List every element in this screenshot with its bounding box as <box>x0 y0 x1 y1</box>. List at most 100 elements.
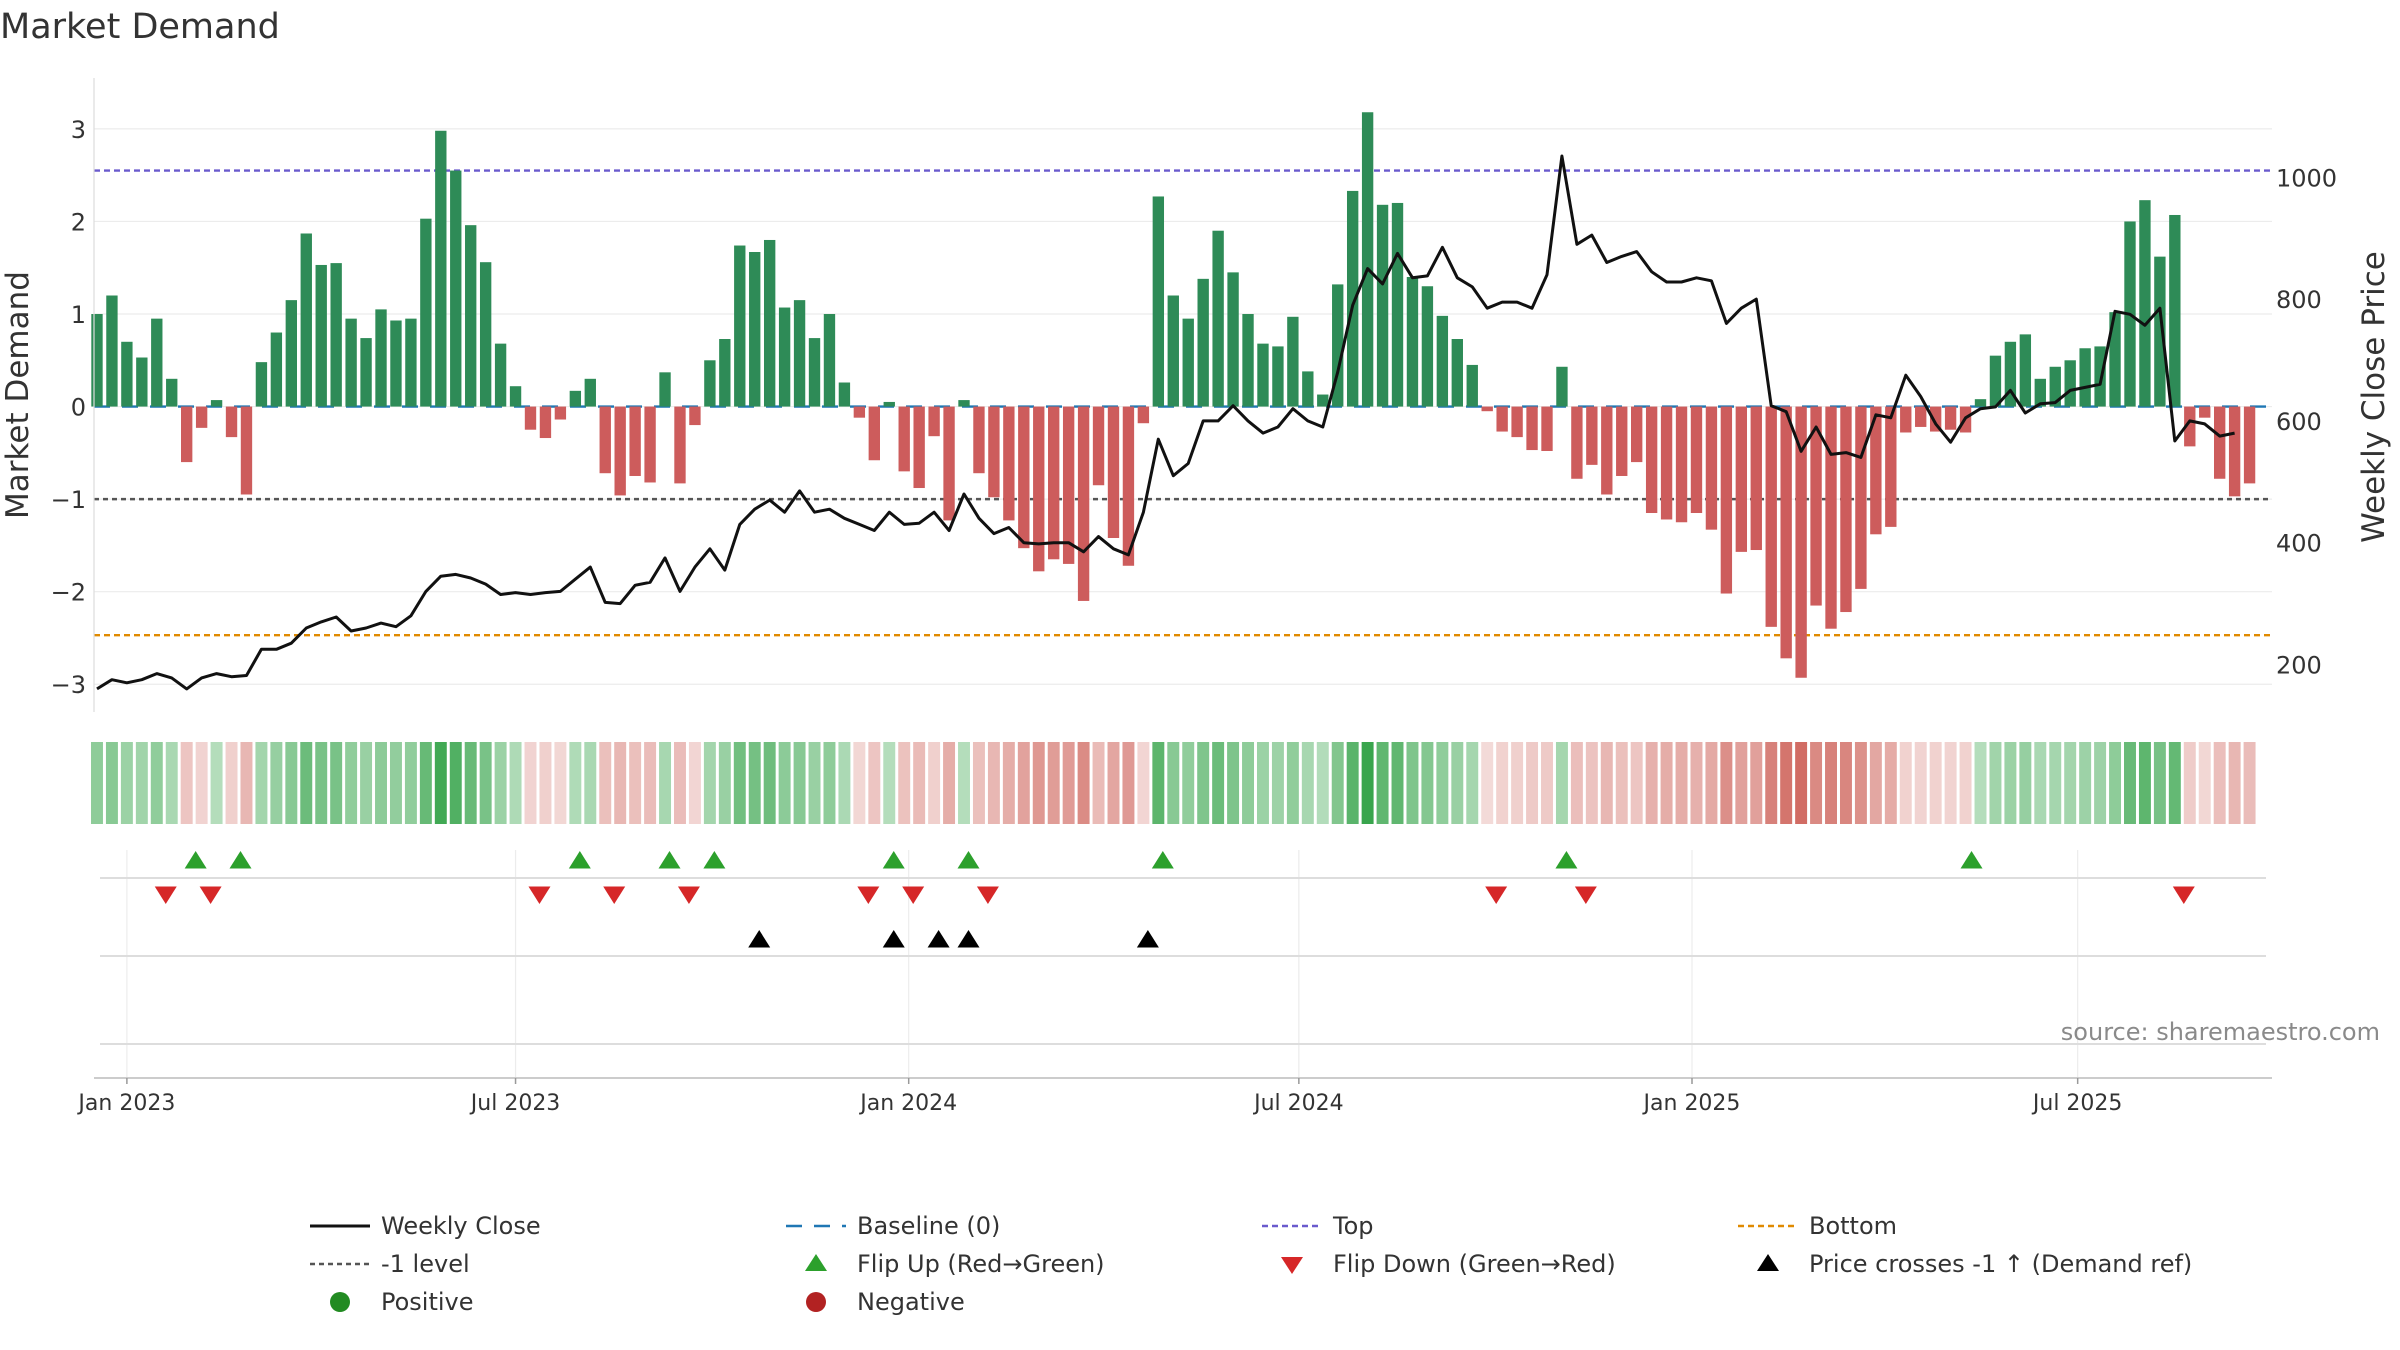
demand-bar <box>569 390 582 407</box>
demand-bar <box>1152 196 1165 407</box>
demand-bar <box>793 300 806 407</box>
demand-bar <box>1765 406 1777 627</box>
heat-cell <box>1032 742 1045 824</box>
demand-bar <box>1466 364 1478 407</box>
x-tick-label: Jul 2025 <box>2031 1091 2123 1116</box>
heat-cell <box>733 742 746 824</box>
heat-cell <box>1615 742 1628 824</box>
demand-bar <box>375 309 387 407</box>
heat-cell <box>180 742 193 824</box>
demand-bar <box>1242 314 1254 407</box>
heat-cell <box>554 742 567 824</box>
weekly-close-line-layer <box>96 154 2235 691</box>
demand-bar <box>1526 406 1538 451</box>
demand-bar <box>1541 406 1553 451</box>
heat-cell <box>2183 742 2196 824</box>
heat-cell <box>404 742 417 824</box>
demand-bar <box>1317 394 1329 407</box>
axes: 3 2 1 0 −1 −2 −3 200 400 600 800 1000 Jan 2023 Jul 20… <box>51 78 2337 1116</box>
demand-bar <box>584 378 596 407</box>
heat-cell <box>1959 742 1972 824</box>
y-tick-label: −3 <box>51 671 86 699</box>
heat-cell <box>1466 742 1479 824</box>
demand-bar <box>1137 406 1150 424</box>
heat-cell <box>2138 742 2151 824</box>
heat-cell <box>1974 742 1987 824</box>
heat-cell <box>1182 742 1195 824</box>
flip-down-marker <box>857 886 880 904</box>
flip-down-marker <box>902 886 925 904</box>
demand-bar <box>509 386 522 407</box>
heat-cell <box>1541 742 1553 824</box>
demand-bar <box>300 233 312 407</box>
flip-down-marker <box>154 886 177 904</box>
heat-cell <box>389 742 402 824</box>
y2-tick-label: 600 <box>2276 408 2322 436</box>
heat-cell <box>778 742 791 824</box>
heat-cell <box>1750 742 1763 824</box>
flip-down-marker <box>603 886 626 904</box>
demand-bar <box>1302 371 1314 407</box>
heat-cell <box>913 742 926 824</box>
demand-bar <box>166 378 178 407</box>
x-tick-label: Jan 2023 <box>76 1091 175 1116</box>
heat-cell <box>1256 742 1269 824</box>
demand-bar <box>1556 366 1568 407</box>
heat-cell <box>1451 742 1464 824</box>
demand-bar <box>435 130 447 407</box>
demand-bar <box>1421 286 1434 407</box>
legend: Weekly Close Baseline (0) Top Bottom -1 leve… <box>310 1212 2192 1316</box>
demand-bar <box>2049 366 2061 407</box>
heat-cell <box>1705 742 1718 824</box>
heat-cell <box>1047 742 1060 824</box>
heat-cell <box>240 742 253 824</box>
heat-cell <box>659 742 672 824</box>
demand-bar <box>420 218 432 407</box>
legend-swatch <box>1757 1254 1779 1271</box>
heat-cell <box>1301 742 1314 824</box>
heat-cell <box>479 742 492 824</box>
y2-tick-label: 200 <box>2276 651 2322 679</box>
legend-swatch <box>805 1254 827 1271</box>
demand-bar <box>2199 406 2211 418</box>
y2-tick-label: 800 <box>2276 286 2322 314</box>
heat-cell <box>1690 742 1703 824</box>
flip-up-marker <box>1960 851 1983 869</box>
demand-bar <box>210 400 223 407</box>
demand-bar <box>1900 406 1912 433</box>
heat-cell <box>1899 742 1912 824</box>
demand-bar <box>644 406 656 483</box>
x-tick-label: Jul 2024 <box>1252 1091 1344 1116</box>
legend-label: -1 level <box>381 1250 470 1278</box>
y-tick-label: 0 <box>71 394 86 422</box>
demand-bar <box>1018 406 1030 549</box>
demand-bar <box>913 406 925 489</box>
demand-bar <box>2079 348 2091 407</box>
legend-item-negative: Negative <box>806 1288 965 1316</box>
demand-bar <box>1855 406 1867 589</box>
demand-bar <box>91 314 103 407</box>
heat-cell <box>584 742 597 824</box>
demand-bar <box>136 357 148 407</box>
demand-bars <box>91 112 2256 678</box>
heat-cell <box>315 742 328 824</box>
x-tick-label: Jan 2025 <box>1642 1091 1741 1116</box>
heat-cell <box>2004 742 2017 824</box>
heat-cell <box>449 742 462 824</box>
heat-cell <box>1496 742 1509 824</box>
demand-bar <box>1810 406 1822 606</box>
demand-bar <box>1989 355 2002 407</box>
flip-up-marker <box>229 851 252 869</box>
legend-label: Positive <box>381 1288 474 1316</box>
heat-cell <box>2019 742 2032 824</box>
heat-cell <box>2153 742 2166 824</box>
demand-bar <box>405 318 417 407</box>
demand-bar <box>270 332 283 407</box>
demand-bar <box>1122 406 1135 566</box>
heat-cell <box>1645 742 1658 824</box>
heat-cell <box>1122 742 1135 824</box>
flip-down-marker <box>199 886 222 904</box>
cross-marker <box>1136 930 1159 948</box>
demand-bar <box>1391 202 1404 407</box>
heat-cell <box>1765 742 1778 824</box>
